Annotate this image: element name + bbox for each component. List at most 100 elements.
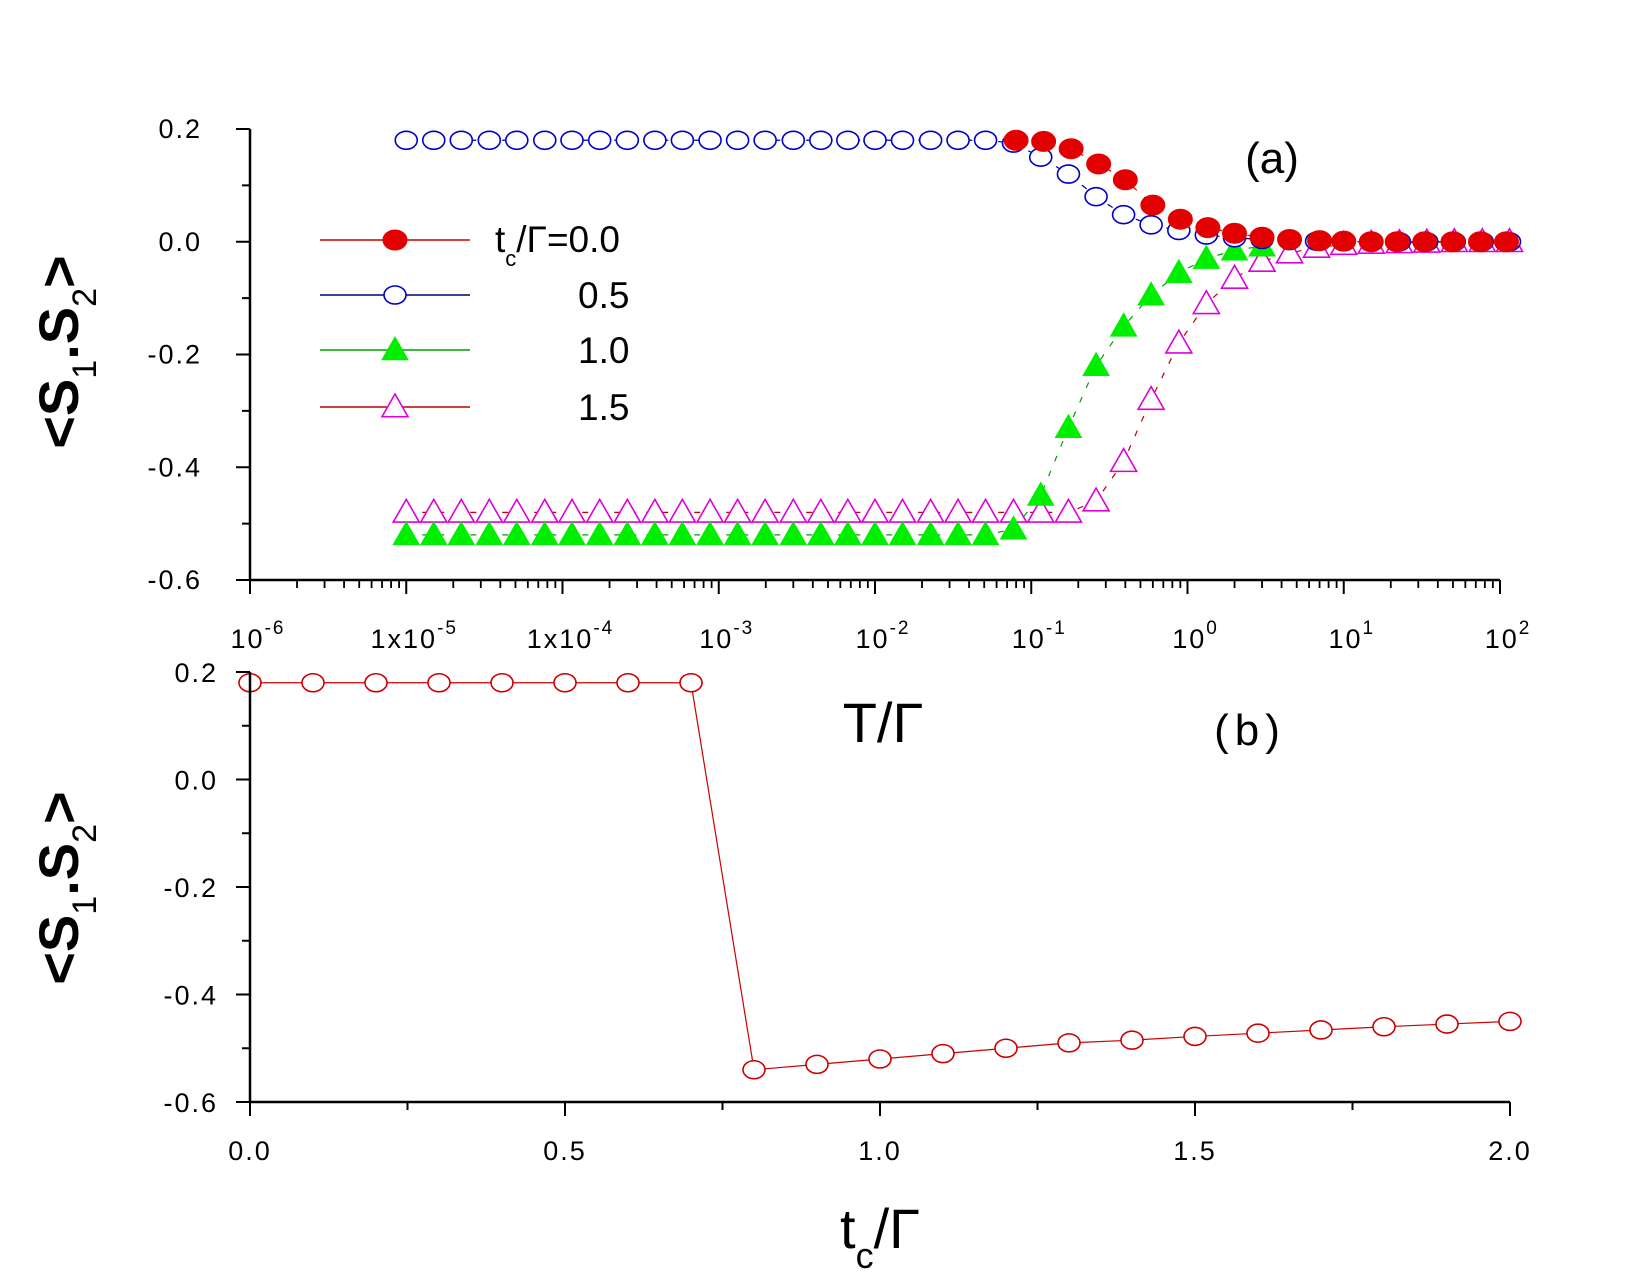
- panel-a-series-2-point-19: [916, 520, 945, 546]
- panel-a-x-tick-base-7: 10: [1328, 624, 1362, 654]
- panel-a-legend: tc/Γ=0.0 0.5 1.0 1.5: [320, 219, 629, 428]
- panel-a-series-1-point-3: [477, 130, 502, 151]
- panel-a-series-2-point-5: [530, 520, 559, 546]
- panel-a-series-1-point-11: [698, 130, 722, 151]
- panel-a-series-line-3: [406, 241, 1510, 513]
- panel-a-series-2-point-8: [613, 520, 642, 546]
- panel-a-series-2-point-4: [502, 520, 531, 546]
- panel-a: 0.20.0-0.2-0.4-0.6 10-6 1x10-5 1x10-4 10-3 1…: [27, 114, 1532, 754]
- panel-a-series-3-point-5: [530, 497, 560, 523]
- panel-a-x-ticks: 10-6 1x10-5 1x10-4 10-3 10-2 10-1 100 101 102: [231, 580, 1532, 654]
- panel-a-series-3-point-29: [1191, 289, 1221, 315]
- panel-b-ylabel-close: >: [27, 791, 90, 824]
- panel-a-x-tick-exp-8: 2: [1519, 618, 1532, 639]
- panel-a-x-tick-exp-5: -1: [1046, 618, 1067, 639]
- panel-a-series-2-point-26: [1109, 312, 1138, 337]
- panel-a-x-tick-label-5: 10-1: [1012, 618, 1067, 654]
- panel-a-series-3-point-20: [943, 497, 973, 523]
- panel-b-x-ticks: 0.0 0.5 1.0 1.5 2.0: [228, 1102, 1530, 1166]
- panel-a-series-1-point-5: [532, 130, 557, 151]
- panel-b-xlabel-t: t: [840, 1197, 856, 1260]
- panel-a-series-3-point-7: [585, 497, 615, 523]
- panel-a-series-0-point-2: [1058, 138, 1084, 160]
- panel-a-x-tick-label-6: 100: [1172, 618, 1219, 654]
- panel-a-series-2-point-10: [668, 520, 697, 546]
- panel-a-series-3: [391, 227, 1524, 523]
- panel-a-ylabel-close: >: [27, 255, 90, 288]
- panel-a-series-0-point-9: [1249, 226, 1275, 248]
- panel-b-series-0-point-7: [679, 672, 703, 693]
- panel-a-series-3-point-14: [778, 497, 808, 523]
- panel-a-series-3-point-0: [391, 497, 421, 523]
- panel-a-series-1-point-1: [421, 130, 446, 151]
- panel-b-series-0-point-18: [1372, 1016, 1396, 1037]
- panel-a-series-3-point-21: [971, 497, 1000, 523]
- panel-b-series-0-point-1: [301, 672, 325, 693]
- panel-b-x-tick-label-3: 1.5: [1173, 1136, 1217, 1166]
- panel-a-series-0-point-12: [1331, 230, 1357, 252]
- panel-a-series-3-point-13: [750, 497, 780, 523]
- panel-a-series-2-point-30: [1220, 236, 1249, 261]
- panel-a-series-0-point-7: [1195, 217, 1221, 239]
- panel-a-x-tick-base-8: 10: [1485, 624, 1519, 654]
- panel-a-series-1-point-25: [1084, 186, 1108, 207]
- panel-b-x-tick-label-0: 0.0: [228, 1136, 272, 1166]
- panel-a-series-1-point-4: [505, 130, 529, 151]
- panel-a-series-3-point-24: [1054, 497, 1083, 523]
- panel-b-y-tick-label-2: -0.2: [163, 873, 218, 903]
- panel-a-x-tick-exp-3: -3: [733, 618, 754, 639]
- panel-a-x-tick-exp-0: -6: [265, 618, 286, 639]
- panel-b-series-0-point-8: [742, 1059, 766, 1080]
- panel-a-series-2-point-20: [944, 520, 972, 546]
- panel-b-series-0-point-6: [616, 672, 640, 693]
- panel-a-series-2-point-24: [1054, 413, 1083, 439]
- panel-b-y-tick-label-0: 0.2: [174, 658, 218, 688]
- panel-b-y-ticks: 0.2 0.0 -0.2 -0.4 -0.6: [163, 658, 250, 1118]
- panel-a-series-0-point-14: [1384, 231, 1410, 253]
- panel-b-series-0-point-14: [1120, 1030, 1144, 1050]
- panel-a-series-0-point-15: [1412, 231, 1438, 253]
- panel-b-xlabel-sub: c: [856, 1235, 874, 1275]
- panel-a-series-1-point-9: [643, 130, 667, 151]
- panel-b-series-0-point-10: [868, 1049, 892, 1069]
- panel-a-series-3-point-17: [860, 497, 890, 523]
- panel-b-xlabel-rest: /Γ: [874, 1197, 920, 1260]
- panel-a-series-0-point-6: [1167, 208, 1193, 230]
- panel-b-series-0-point-20: [1498, 1011, 1522, 1032]
- panel-a-series-1-point-21: [973, 130, 998, 151]
- panel-a-series-3-point-2: [446, 497, 476, 523]
- panel-a-series-3-point-1: [419, 497, 449, 523]
- panel-a-x-tick-label-2: 1x10-4: [527, 618, 614, 654]
- legend-entry-1: 0.5: [578, 275, 629, 316]
- panel-a-series-2-point-3: [475, 520, 504, 546]
- panel-a-x-tick-exp-1: -5: [437, 618, 458, 639]
- panel-a-x-axis-title: T/Γ: [843, 691, 924, 754]
- panel-a-series-3-point-9: [640, 497, 670, 523]
- panel-a-series-0-point-0: [1003, 129, 1029, 151]
- panel-a-series-1-point-8: [615, 130, 640, 151]
- panel-a-series-0-point-8: [1222, 222, 1248, 244]
- panel-a-series-1-point-19: [918, 130, 943, 151]
- panel-a-series-2-point-7: [585, 520, 614, 546]
- panel-a-series-0: [1003, 129, 1519, 253]
- panel-a-series-1-point-26: [1111, 204, 1136, 225]
- panel-a-series-2-point-12: [723, 520, 752, 546]
- panel-a-y-ticks: 0.2 0.0 -0.2 -0.4 -0.6: [147, 114, 250, 595]
- legend-entry-3: 1.5: [578, 387, 629, 428]
- panel-a-series-1-point-12: [725, 130, 750, 151]
- panel-a-series-2-point-15: [806, 520, 835, 546]
- panel-b-series-0-point-2: [364, 672, 388, 693]
- panel-a-series-2-point-17: [861, 520, 889, 546]
- panel-a-series-0-point-1: [1031, 130, 1057, 152]
- panel-a-series-2-point-6: [558, 520, 586, 546]
- panel-b-ylabel-dot: .S: [27, 843, 90, 896]
- panel-b-series-0-point-17: [1309, 1020, 1333, 1040]
- panel-a-series-1-point-13: [753, 130, 777, 151]
- panel-a-series-1-point-6: [560, 130, 584, 151]
- panel-a-series-1-point-16: [836, 130, 860, 151]
- panel-a-y-tick-label-0: 0.2: [158, 114, 202, 144]
- panel-b-series-0-point-4: [490, 672, 514, 693]
- panel-a-series-3-point-31: [1247, 246, 1277, 273]
- panel-a-ylabel-sub1: 1: [66, 360, 104, 379]
- panel-b-x-tick-label-1: 0.5: [543, 1136, 587, 1166]
